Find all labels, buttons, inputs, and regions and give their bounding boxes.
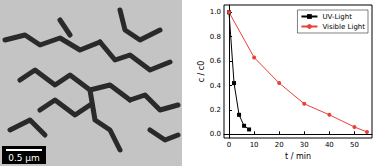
svg-text:0.8: 0.8 <box>210 33 221 41</box>
svg-text:c / c0: c / c0 <box>197 61 206 83</box>
svg-text:10: 10 <box>250 141 259 149</box>
svg-text:0.2: 0.2 <box>210 106 221 114</box>
svg-text:0: 0 <box>227 141 231 149</box>
svg-text:1.0: 1.0 <box>210 8 221 16</box>
svg-text:t / min: t / min <box>285 152 311 161</box>
svg-text:0.4: 0.4 <box>210 82 222 90</box>
svg-text:40: 40 <box>325 141 334 149</box>
svg-text:0.5 μm: 0.5 μm <box>8 153 40 163</box>
svg-text:Visible Light: Visible Light <box>322 23 365 31</box>
svg-text:50: 50 <box>350 141 359 149</box>
svg-text:30: 30 <box>300 141 309 149</box>
svg-text:20: 20 <box>275 141 284 149</box>
svg-text:UV-Light: UV-Light <box>322 13 352 21</box>
svg-text:0.0: 0.0 <box>210 130 221 138</box>
svg-text:0.6: 0.6 <box>210 57 222 65</box>
